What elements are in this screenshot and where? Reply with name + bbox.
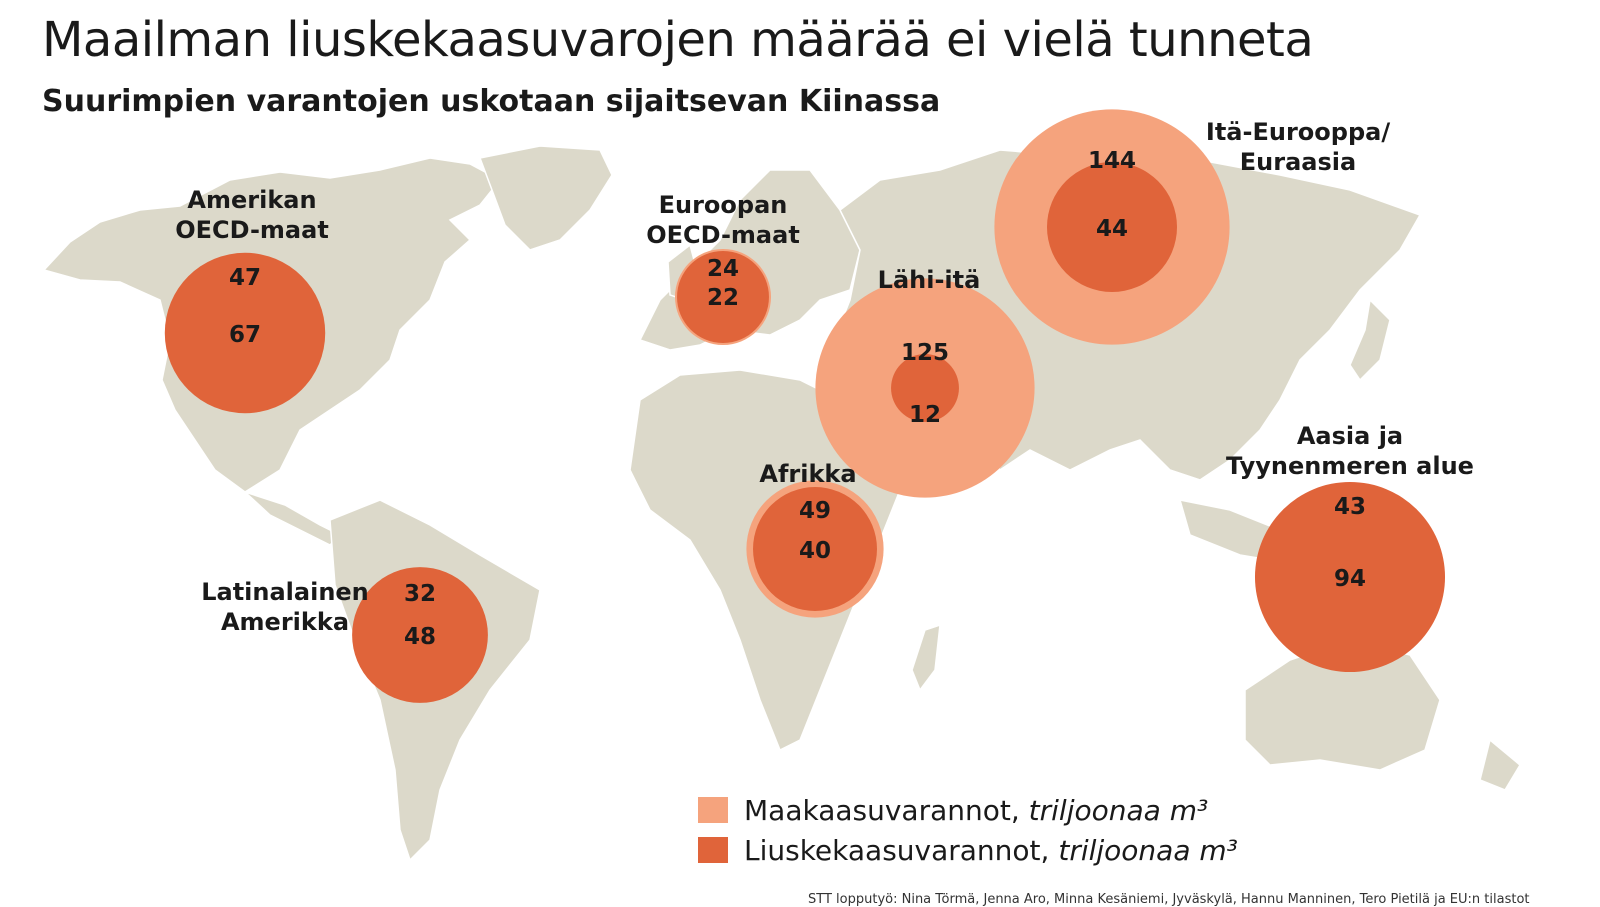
region-label-latinalainen-amerikka: Latinalainen Amerikka — [201, 578, 369, 636]
natural-gas-value-ita-eurooppa: 144 — [1088, 148, 1136, 174]
shale-gas-value-afrikka: 40 — [799, 538, 831, 564]
natural-gas-value-amerikan-oecd: 47 — [229, 265, 261, 291]
region-label-amerikan-oecd: Amerikan OECD-maat — [175, 186, 329, 244]
natural-gas-value-afrikka: 49 — [799, 498, 831, 524]
shale-gas-value-aasia-tyynenmeren: 94 — [1334, 566, 1366, 592]
legend-shale-gas-swatch — [698, 837, 728, 863]
region-label-lahi-ita: Lähi-itä — [878, 266, 981, 294]
landmass-madagascar — [911, 623, 941, 692]
legend-unit: triljoonaa m³ — [1028, 793, 1209, 827]
legend-shale-gas: Liuskekaasuvarannot, triljoonaa m³ — [698, 830, 1238, 870]
legend: Maakaasuvarannot, triljoonaa m³ Liuskeka… — [698, 790, 1238, 870]
shale-gas-value-lahi-ita: 12 — [909, 402, 941, 428]
natural-gas-value-latinalainen-amerikka: 32 — [404, 581, 436, 607]
shale-gas-bubble-latinalainen-amerikka — [352, 567, 488, 703]
legend-natural-gas-label: Maakaasuvarannot, triljoonaa m³ — [744, 793, 1209, 827]
landmass-greenland — [478, 145, 613, 251]
map-subtitle: Suurimpien varantojen uskotaan sijaitsev… — [42, 84, 941, 119]
legend-natural-gas: Maakaasuvarannot, triljoonaa m³ — [698, 790, 1238, 830]
landmass-central-america — [244, 491, 342, 546]
map-title: Maailman liuskekaasuvarojen määrää ei vi… — [42, 12, 1314, 68]
shale-gas-value-amerikan-oecd: 67 — [229, 322, 261, 348]
shale-gas-bubble-aasia-tyynenmeren — [1254, 481, 1446, 673]
legend-shale-gas-label: Liuskekaasuvarannot, triljoonaa m³ — [744, 833, 1238, 867]
shale-gas-value-latinalainen-amerikka: 48 — [404, 624, 436, 650]
legend-natural-gas-swatch — [698, 797, 728, 823]
shale-gas-value-euroopan-oecd: 22 — [707, 285, 739, 311]
region-label-afrikka: Afrikka — [759, 460, 856, 488]
landmass-japan — [1349, 298, 1391, 382]
natural-gas-value-aasia-tyynenmeren: 43 — [1334, 494, 1366, 520]
legend-unit: triljoonaa m³ — [1058, 833, 1238, 867]
region-labels: Amerikan OECD-maat 47 67 Euroopan OECD-maat 24… — [175, 118, 1474, 650]
shale-gas-bubble-afrikka — [753, 487, 877, 611]
shale-gas-bubble-euroopan-oecd — [677, 251, 769, 343]
region-label-ita-eurooppa: Itä-Eurooppa/Euraasia — [1206, 118, 1390, 176]
shale-gas-bubble-amerikan-oecd — [164, 252, 326, 414]
region-label-euroopan-oecd: Euroopan OECD-maat — [646, 191, 800, 249]
shale-gas-bubble-lahi-ita — [891, 354, 959, 422]
landmass-new-zealand — [1479, 738, 1521, 791]
region-label-aasia-tyynenmeren: Aasia ja Tyynenmeren alue — [1226, 422, 1474, 480]
shale-gas-value-ita-eurooppa: 44 — [1096, 216, 1128, 242]
shale-gas-bubble-ita-eurooppa — [1046, 161, 1178, 293]
natural-gas-value-euroopan-oecd: 24 — [707, 256, 739, 282]
natural-gas-value-lahi-ita: 125 — [901, 340, 949, 366]
reserve-bubbles — [164, 109, 1446, 703]
